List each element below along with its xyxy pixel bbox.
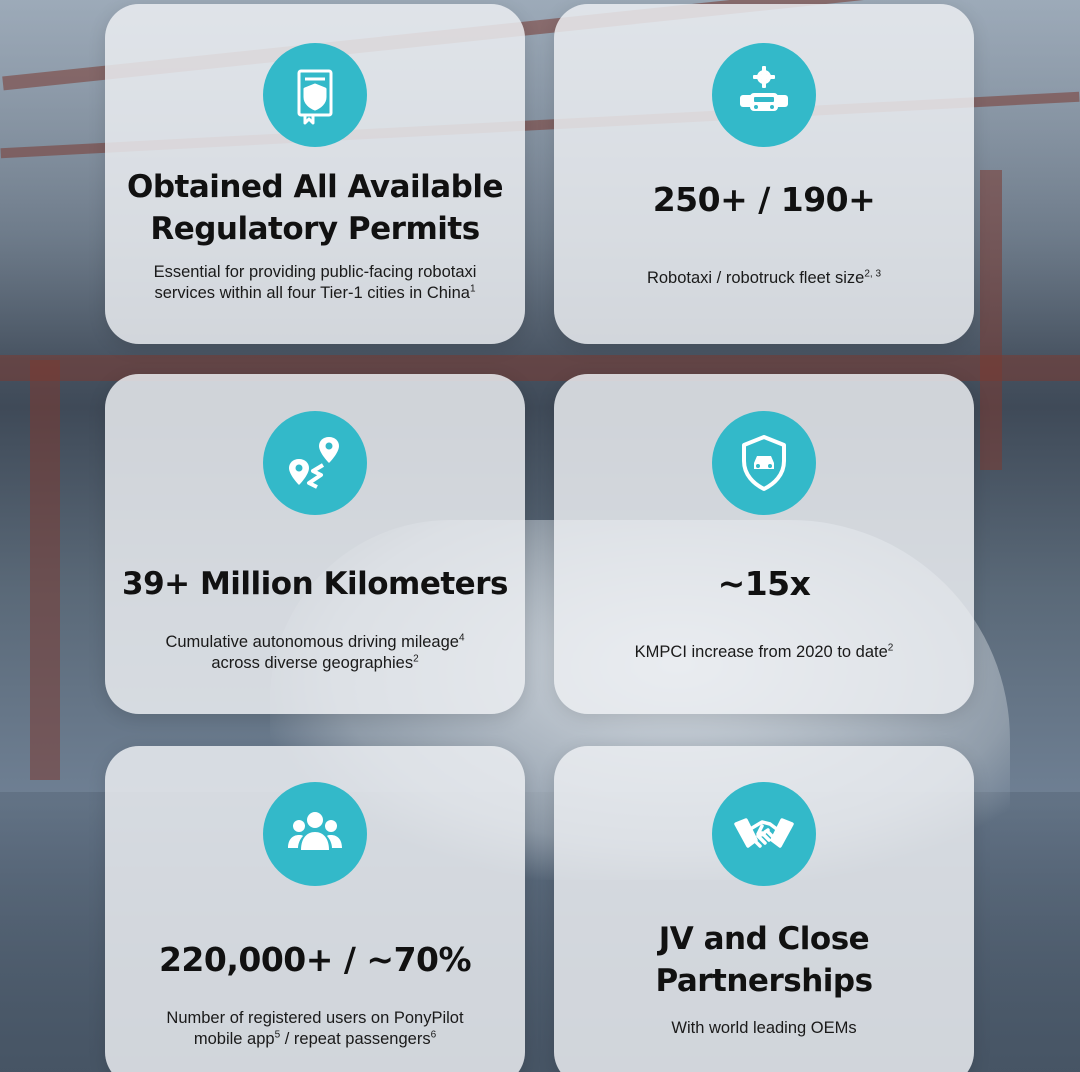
description-line: across diverse geographies2	[211, 653, 419, 672]
card-partnerships: JV and Close Partnerships With world lea…	[554, 746, 974, 1072]
card-fleet: 250+ / 190+ Robotaxi / robotruck fleet s…	[554, 4, 974, 344]
permit-book-icon	[263, 43, 367, 147]
description-line: services within all four Tier-1 cities i…	[154, 283, 476, 302]
description-line: Essential for providing public-facing ro…	[153, 263, 477, 281]
headline-line: 220,000+ / ~70%	[158, 940, 472, 979]
route-map-icon	[263, 411, 367, 515]
handshake-icon	[712, 782, 816, 886]
headline-line: 250+ / 190+	[652, 180, 876, 219]
description-line: Number of registered users on PonyPilot	[166, 1009, 464, 1027]
description-line: With world leading OEMs	[671, 1019, 857, 1037]
description-line: Robotaxi / robotruck fleet size2, 3	[646, 268, 882, 287]
headline-line: JV and Close	[658, 921, 870, 957]
headline-line: Partnerships	[655, 963, 873, 999]
card-permits: Obtained All Available Regulatory Permit…	[105, 4, 525, 344]
headline-line: 39+ Million Kilometers	[122, 566, 508, 602]
headline-line: Regulatory Permits	[150, 211, 480, 247]
safety-shield-icon	[712, 411, 816, 515]
description-line: KMPCI increase from 2020 to date2	[634, 642, 894, 661]
headline-line: Obtained All Available	[126, 169, 504, 205]
description-line: Cumulative autonomous driving mileage4	[165, 632, 465, 651]
users-group-icon	[263, 782, 367, 886]
headline-line: ~15x	[717, 564, 811, 603]
card-users: 220,000+ / ~70% Number of registered use…	[105, 746, 525, 1072]
fleet-gear-icon	[712, 43, 816, 147]
card-kmpci: ~15x KMPCI increase from 2020 to date2	[554, 374, 974, 714]
description-line: mobile app5 / repeat passengers6	[193, 1029, 437, 1048]
card-mileage: 39+ Million Kilometers Cumulative autono…	[105, 374, 525, 714]
